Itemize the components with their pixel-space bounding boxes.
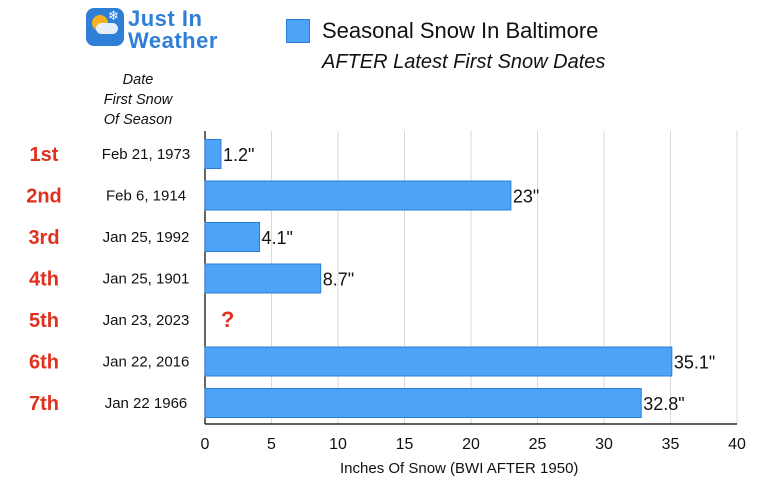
x-tick-label: 35 — [662, 436, 680, 453]
column-header-line: Date — [122, 72, 154, 88]
bar — [204, 263, 322, 294]
legend-swatch — [286, 19, 310, 43]
date-label: Jan 25, 1901 — [103, 271, 190, 288]
x-tick-label: 25 — [529, 436, 547, 453]
chart-subtitle: AFTER Latest First Snow Dates — [322, 51, 606, 73]
rank-label: 7th — [29, 393, 59, 415]
snowflake-icon: ❄ — [108, 9, 119, 24]
data-label: 8.7" — [323, 270, 354, 290]
x-tick-label: 40 — [728, 436, 746, 453]
bar — [204, 346, 673, 377]
logo-text-line2: Weather — [128, 28, 218, 53]
x-tick-label: 15 — [396, 436, 414, 453]
data-label: 4.1" — [262, 228, 293, 248]
unknown-value-marker: ? — [221, 307, 234, 332]
logo-text-line1: Just In — [128, 6, 203, 31]
x-tick-label: 5 — [267, 436, 276, 453]
date-label: Jan 23, 2023 — [103, 312, 190, 329]
column-header: Date First Snow Of Season — [74, 70, 202, 130]
x-tick-label: 20 — [462, 436, 480, 453]
x-tick-label: 10 — [329, 436, 347, 453]
bar — [204, 388, 642, 418]
sun-cloud-snowflake-icon: ❄ — [86, 8, 124, 46]
just-in-weather-logo: ❄ Just In Weather — [86, 6, 226, 58]
cloud-icon — [96, 23, 118, 34]
x-axis-label: Inches Of Snow (BWI AFTER 1950) — [340, 460, 579, 477]
rank-label: 6th — [29, 352, 59, 374]
rank-label: 2nd — [26, 186, 62, 208]
x-tick-label: 30 — [595, 436, 613, 453]
data-label: 23" — [513, 187, 539, 207]
rank-label: 5th — [29, 310, 59, 332]
date-label: Jan 22 1966 — [105, 395, 188, 412]
rank-label: 1st — [30, 144, 59, 166]
column-header-line: First Snow — [103, 92, 173, 108]
data-label: 35.1" — [674, 353, 715, 373]
data-label: 32.8" — [643, 394, 684, 414]
bar — [204, 222, 261, 252]
bar — [204, 180, 512, 211]
date-label: Jan 22, 2016 — [103, 354, 190, 371]
x-tick-label: 0 — [201, 436, 210, 453]
chart-title: Seasonal Snow In Baltimore — [322, 18, 599, 43]
data-label: 1.2" — [223, 145, 254, 165]
date-label: Feb 6, 1914 — [106, 188, 186, 205]
bar — [204, 139, 222, 169]
date-label: Jan 25, 1992 — [103, 229, 190, 246]
rank-label: 4th — [29, 269, 59, 291]
date-label: Feb 21, 1973 — [102, 146, 190, 163]
rank-label: 3rd — [28, 227, 59, 249]
column-header-line: Of Season — [103, 112, 173, 128]
